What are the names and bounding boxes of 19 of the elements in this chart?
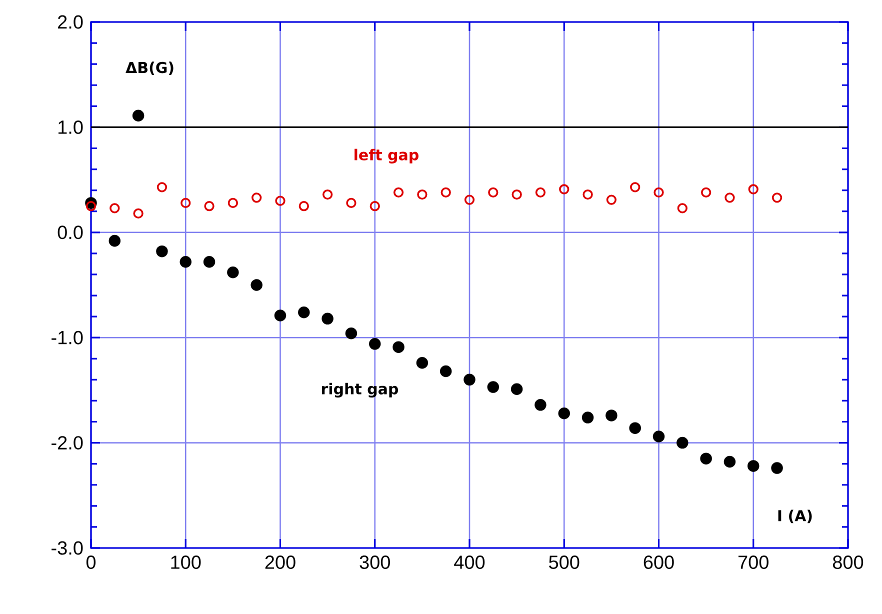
y-tick-label: -1.0 [52, 330, 83, 344]
x-tick-label: 300 [360, 556, 390, 569]
y-tick-label: 1.0 [58, 120, 83, 134]
x-tick-label: 500 [549, 556, 580, 569]
x-tick-label: 700 [738, 556, 768, 569]
x-axis-title: I (A) [778, 510, 812, 524]
x-tick-label: 200 [265, 556, 296, 569]
y-axis-title: ΔB(G) [126, 62, 174, 75]
series-label: right gap [322, 382, 398, 398]
x-tick-label: 600 [644, 556, 674, 569]
y-tick-label: -3.0 [52, 541, 83, 555]
x-tick-label: 0 [86, 556, 96, 569]
x-tick-label: 100 [171, 556, 201, 569]
y-tick-label: -2.0 [52, 436, 83, 450]
y-tick-label: 0.0 [58, 226, 83, 240]
y-tick-label: 2.0 [58, 15, 83, 29]
x-tick-label: 800 [832, 556, 864, 569]
series-label: left gap [354, 148, 418, 164]
x-tick-label: 400 [454, 556, 485, 569]
